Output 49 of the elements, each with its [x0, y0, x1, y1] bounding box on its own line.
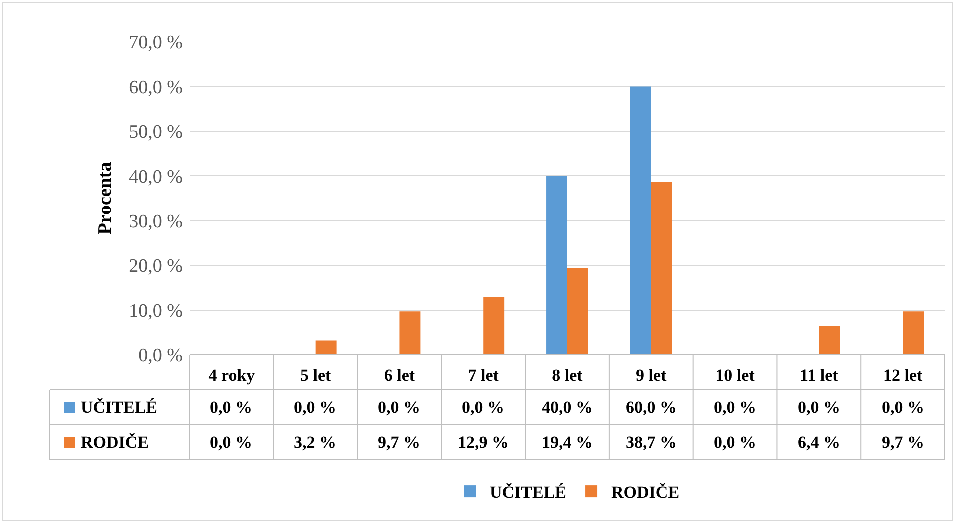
- x-tick-label: 4 roky: [208, 366, 256, 385]
- data-label: 12,9 %: [458, 433, 509, 452]
- x-tick-label: 11 let: [800, 366, 839, 385]
- y-tick-label: 0,0 %: [138, 346, 184, 367]
- data-label: 3,2 %: [294, 433, 336, 452]
- data-label: 0,0 %: [462, 398, 504, 417]
- data-label: 0,0 %: [714, 398, 756, 417]
- text: UČITELÉ: [81, 398, 158, 417]
- bar: [546, 176, 568, 355]
- data-label: 9,7 %: [378, 433, 420, 452]
- y-tick-label: 20,0 %: [129, 256, 184, 278]
- y-tick-label: 10,0 %: [129, 300, 184, 322]
- bar: [903, 312, 924, 355]
- data-label: 38,7 %: [626, 433, 677, 452]
- data-label: 0,0 %: [294, 398, 336, 417]
- x-tick-label: 9 let: [636, 366, 668, 385]
- data-label: 0,0 %: [210, 433, 252, 452]
- bar: [400, 312, 421, 355]
- data-label: 19,4 %: [542, 433, 593, 452]
- y-tick-label: 40,0 %: [129, 166, 184, 188]
- data-label: 0,0 %: [210, 398, 252, 417]
- x-tick-label: 12 let: [883, 366, 923, 385]
- x-tick-label: 6 let: [384, 366, 416, 385]
- bar: [819, 326, 840, 355]
- bar: [484, 297, 505, 355]
- data-label: 0,0 %: [798, 398, 840, 417]
- bar: [651, 182, 672, 355]
- y-tick-label: 70,0 %: [129, 32, 184, 54]
- bar: [568, 268, 588, 355]
- data-label: 0,0 %: [882, 398, 924, 417]
- x-tick-label: 10 let: [716, 366, 756, 385]
- bar: [316, 340, 337, 355]
- data-label: 40,0 %: [542, 398, 593, 417]
- legend-label: UČITELÉ: [490, 483, 567, 502]
- x-tick-label: 7 let: [468, 366, 500, 385]
- data-label: 0,0 %: [378, 398, 420, 417]
- x-tick-label: 8 let: [552, 366, 584, 385]
- data-label: 0,0 %: [714, 433, 756, 452]
- data-label: 9,7 %: [882, 433, 924, 452]
- y-tick-label: 50,0 %: [129, 122, 184, 144]
- bar: [630, 86, 652, 355]
- y-tick-label: 30,0 %: [129, 212, 184, 233]
- x-tick-label: 5 let: [300, 366, 332, 385]
- text: RODIČE: [81, 433, 150, 452]
- y-tick-label: 60,0 %: [129, 77, 184, 98]
- data-label: 60,0 %: [626, 398, 677, 417]
- data-label: 6,4 %: [798, 433, 840, 452]
- legend-label: RODIČE: [612, 483, 680, 502]
- y-axis-title: Procenta: [95, 162, 116, 235]
